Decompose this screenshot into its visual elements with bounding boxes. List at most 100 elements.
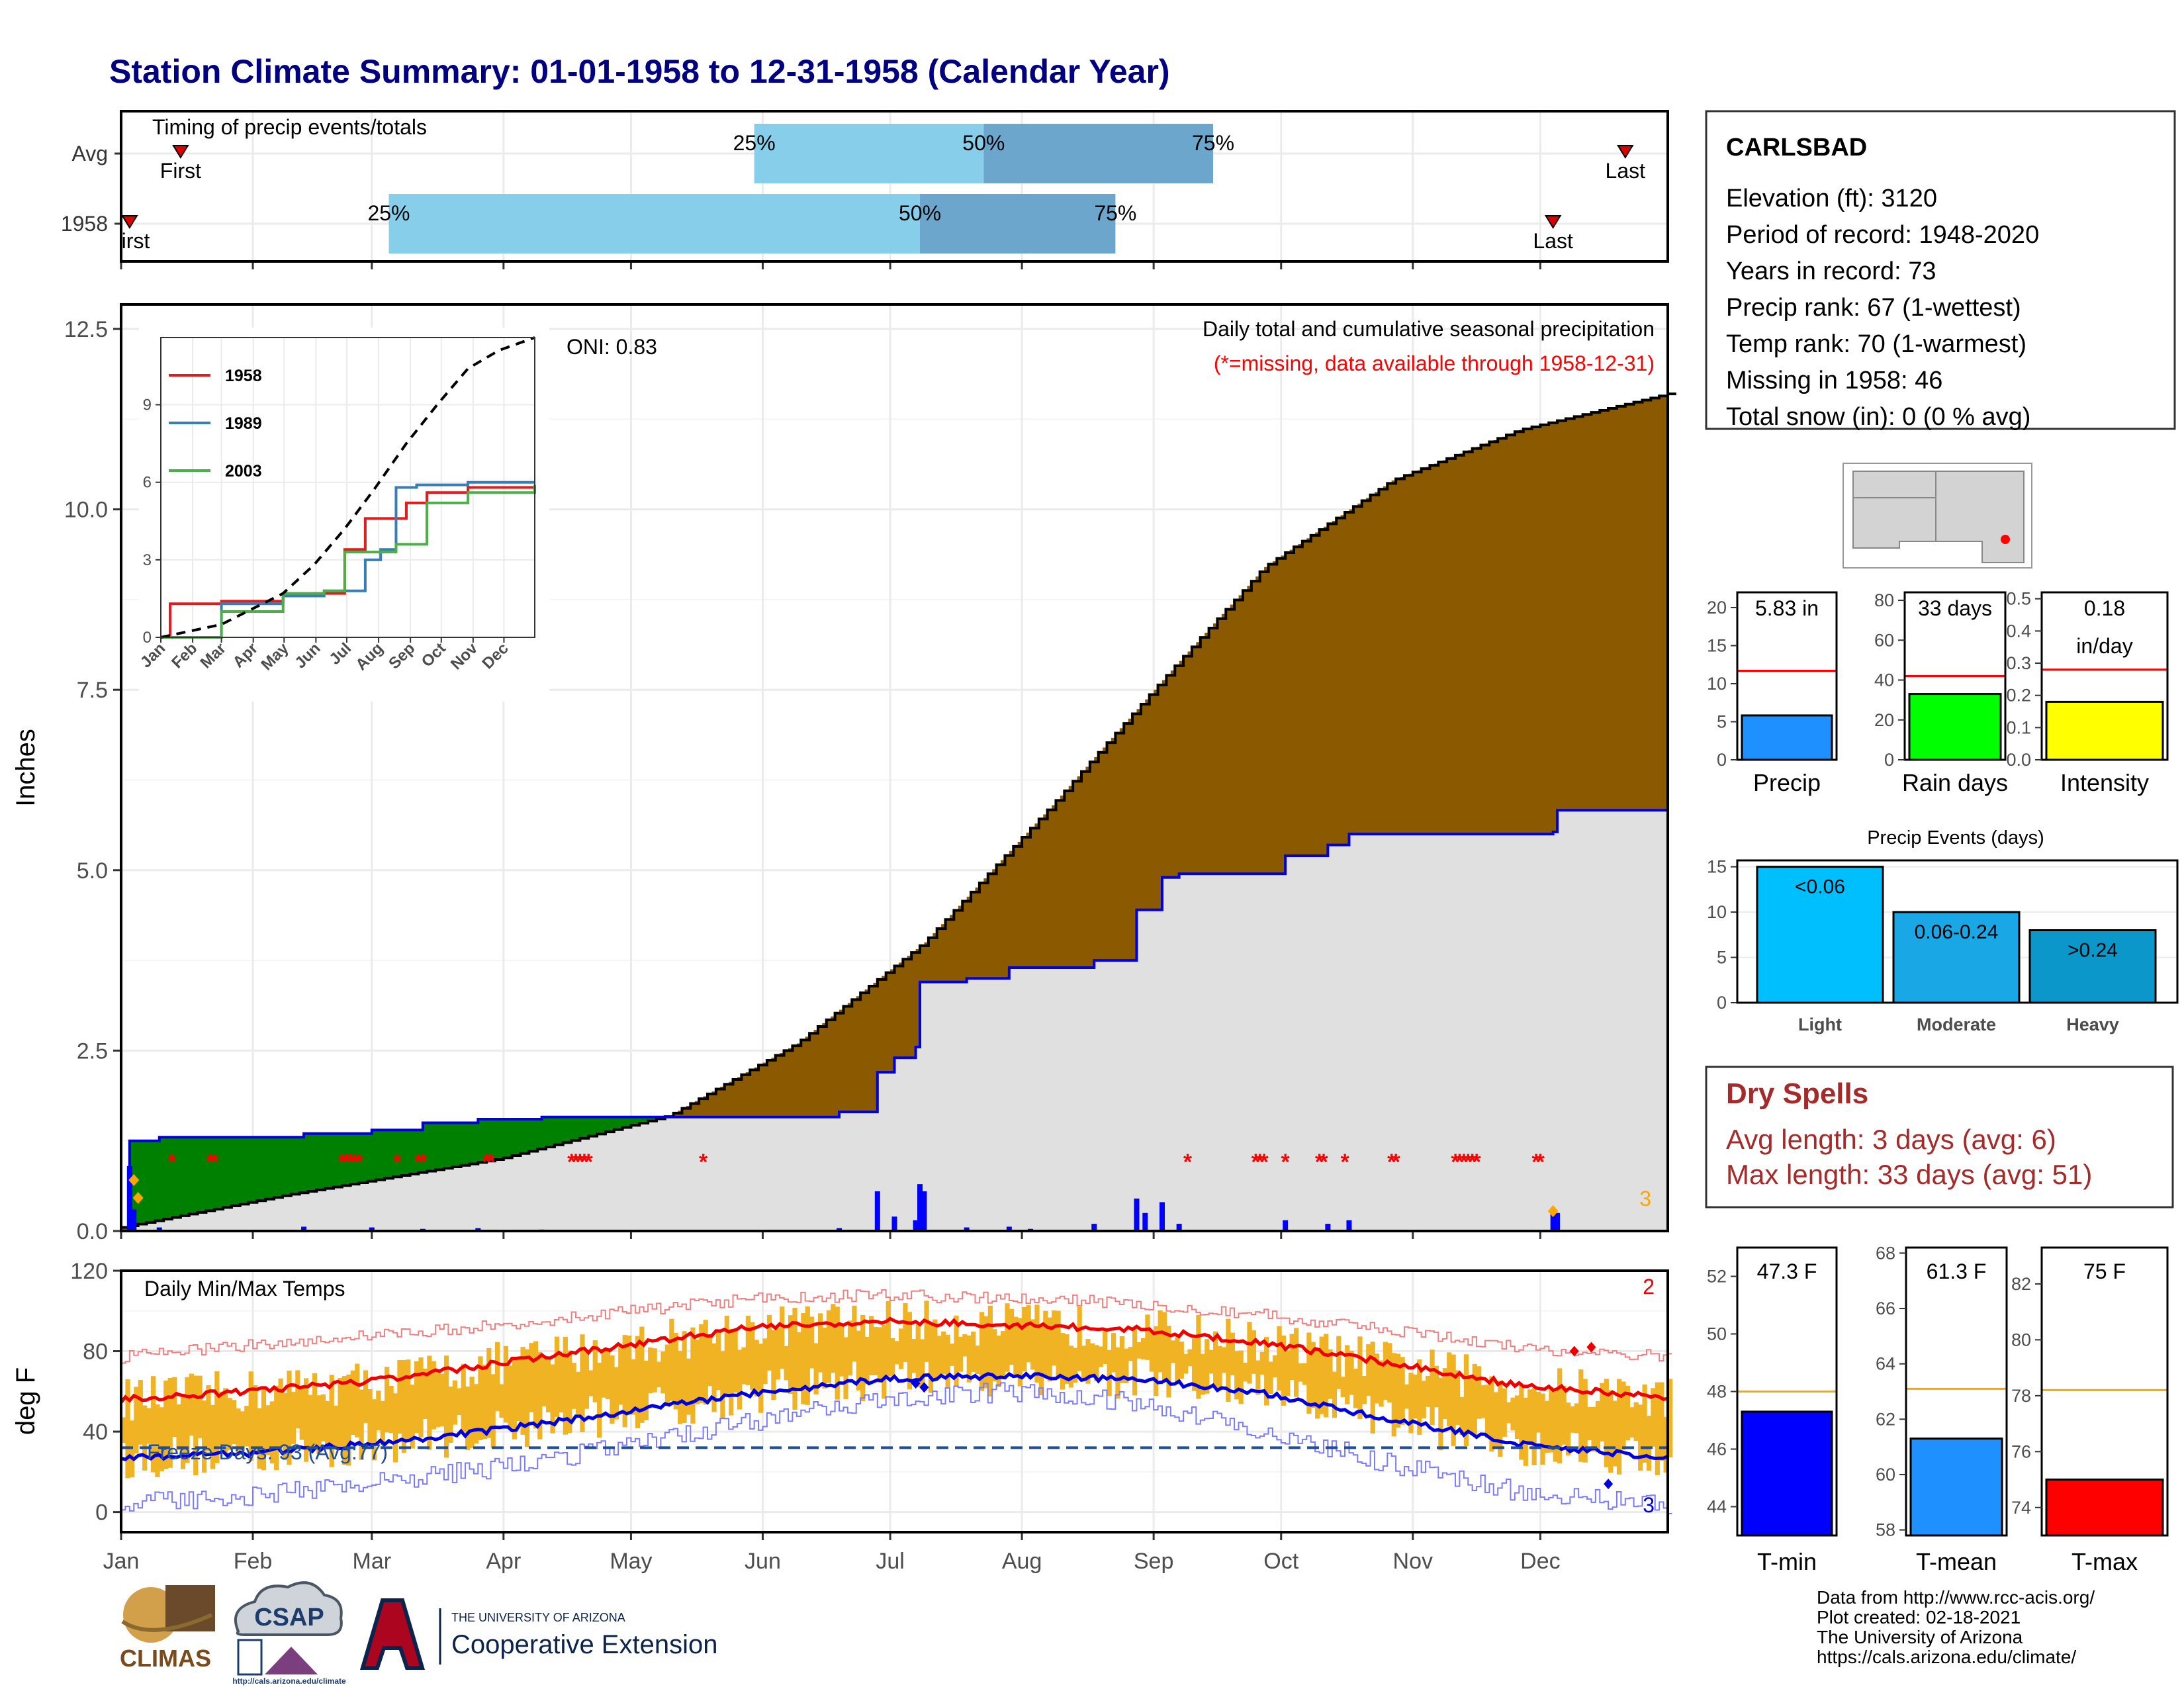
deficit-area-segment <box>1549 422 1554 835</box>
daily-temp-bar <box>244 1406 250 1447</box>
events-category-label: Heavy <box>2066 1015 2119 1034</box>
deficit-area-segment <box>1357 503 1363 835</box>
daily-temp-bar <box>605 1348 611 1400</box>
daily-temp-bar <box>724 1316 729 1397</box>
timing-first-label: First <box>160 159 201 183</box>
surplus-area-segment <box>520 1119 525 1154</box>
temp-value-bar <box>1741 1410 1833 1537</box>
missing-day-marker: * <box>393 1150 402 1175</box>
deficit-area-segment <box>729 1081 734 1117</box>
month-label: Sep <box>1134 1549 1174 1574</box>
surplus-area-segment <box>622 1117 627 1128</box>
deficit-area-segment <box>1561 420 1567 811</box>
deficit-area-segment <box>1306 538 1312 856</box>
surplus-area-segment <box>299 1137 304 1193</box>
deficit-area-segment <box>868 985 874 1113</box>
daily-temp-bar <box>1412 1374 1418 1419</box>
daily-temp-bar <box>699 1324 704 1404</box>
daily-temp-bar <box>1408 1372 1414 1434</box>
deficit-area-segment <box>1600 410 1605 811</box>
deficit-area-segment <box>1387 483 1392 835</box>
events-category-label: Light <box>1798 1015 1842 1034</box>
deficit-area-segment <box>1514 432 1520 835</box>
daily-temp-bar <box>1332 1371 1338 1418</box>
daily-temp-bar <box>1514 1395 1520 1440</box>
deficit-area-segment <box>1396 479 1401 835</box>
deficit-area-segment <box>1221 614 1226 874</box>
daily-temp-bar <box>1107 1349 1112 1396</box>
daily-temp-bar <box>979 1312 985 1391</box>
temp-bar-ytick-label: 80 <box>2011 1330 2031 1349</box>
daily-temp-bar <box>1073 1348 1078 1383</box>
temp-bar-ytick-label: 46 <box>1707 1440 1727 1459</box>
daily-temp-bar <box>843 1337 848 1400</box>
events-ytick-label: 15 <box>1707 857 1727 877</box>
timing-p50-label: 50% <box>962 131 1005 155</box>
deficit-area-segment <box>1103 747 1108 961</box>
daily-temp-bar <box>359 1389 364 1460</box>
daily-temp-bar <box>1587 1406 1592 1441</box>
missing-day-marker: * <box>355 1150 364 1175</box>
daily-temp-bar <box>1170 1340 1176 1363</box>
daily-temp-bar <box>962 1334 968 1357</box>
deficit-area-segment <box>1277 558 1282 874</box>
deficit-area-segment <box>1421 469 1426 835</box>
daily-temp-bar <box>189 1373 194 1436</box>
surplus-area-segment <box>223 1137 228 1208</box>
station-info-box: CARLSBAD Elevation (ft): 3120 Period of re… <box>1705 110 2176 431</box>
deficit-area-segment <box>686 1105 691 1117</box>
daily-temp-bar <box>1604 1379 1609 1467</box>
missing-day-marker: * <box>1464 1150 1473 1175</box>
daily-precip-bar <box>1346 1220 1352 1231</box>
daily-temp-bar <box>915 1324 921 1388</box>
daily-temp-bar <box>452 1380 458 1425</box>
surplus-area-segment <box>431 1122 436 1171</box>
daily-precip-bar <box>1325 1224 1331 1231</box>
surplus-area-segment <box>439 1122 445 1169</box>
daily-temp-bar <box>1277 1326 1282 1391</box>
deficit-area-segment <box>737 1077 742 1117</box>
surplus-area-segment <box>499 1119 504 1159</box>
surplus-area-segment <box>508 1119 513 1157</box>
surplus-area-segment <box>210 1137 215 1211</box>
daily-temp-bar <box>1230 1332 1235 1376</box>
deficit-area-segment <box>911 952 917 1058</box>
daily-temp-bar <box>597 1362 602 1438</box>
daily-temp-bar <box>261 1387 267 1471</box>
daily-temp-bar <box>388 1386 394 1434</box>
daily-temp-bar <box>150 1376 156 1473</box>
daily-temp-bar <box>1608 1390 1614 1473</box>
daily-temp-bar <box>822 1327 827 1389</box>
temp-bar-value-label: 47.3 F <box>1757 1259 1817 1283</box>
daily-temp-bar <box>924 1301 929 1362</box>
deficit-area-segment <box>1145 699 1150 910</box>
daily-temp-bar <box>299 1386 304 1440</box>
daily-temp-bar <box>1179 1342 1184 1379</box>
missing-day-marker: * <box>1536 1150 1545 1175</box>
daily-precip-bar <box>301 1226 307 1231</box>
deficit-area-segment <box>1064 790 1069 968</box>
deficit-area-segment <box>1430 465 1435 835</box>
temp-ytick-label: 0 <box>95 1500 108 1526</box>
deficit-area-segment <box>1017 841 1023 968</box>
daily-temp-bar <box>1557 1368 1563 1464</box>
daily-temp-bar <box>1374 1353 1380 1404</box>
deficit-area-segment <box>1438 461 1443 835</box>
daily-temp-bar <box>1103 1332 1108 1365</box>
deficit-area-segment <box>690 1103 696 1117</box>
temp-bar-value-label: 61.3 F <box>1927 1259 1987 1283</box>
daily-temp-bar <box>1081 1346 1087 1379</box>
surplus-area-segment <box>197 1137 203 1212</box>
surplus-area-segment <box>236 1137 241 1205</box>
deficit-area-segment <box>1302 541 1307 856</box>
daily-temp-bar <box>214 1371 220 1463</box>
daily-temp-bar <box>903 1303 908 1362</box>
deficit-area-segment <box>813 1030 819 1117</box>
deficit-area-segment <box>1009 850 1014 968</box>
deficit-area-segment <box>1340 515 1345 845</box>
summary-ytick-label: 0.3 <box>2006 653 2031 673</box>
daily-precip-bar <box>1159 1202 1165 1231</box>
deficit-area-segment <box>856 996 861 1113</box>
daily-temp-bar <box>397 1359 402 1434</box>
daily-temp-bar <box>894 1341 899 1365</box>
